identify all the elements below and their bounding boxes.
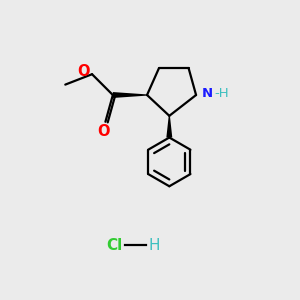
Text: N: N (201, 87, 212, 100)
Polygon shape (166, 116, 172, 137)
Text: Cl: Cl (106, 238, 122, 253)
Polygon shape (113, 92, 147, 98)
Text: -H: -H (214, 87, 229, 100)
Text: O: O (98, 124, 110, 139)
Text: H: H (149, 238, 160, 253)
Text: O: O (77, 64, 90, 79)
